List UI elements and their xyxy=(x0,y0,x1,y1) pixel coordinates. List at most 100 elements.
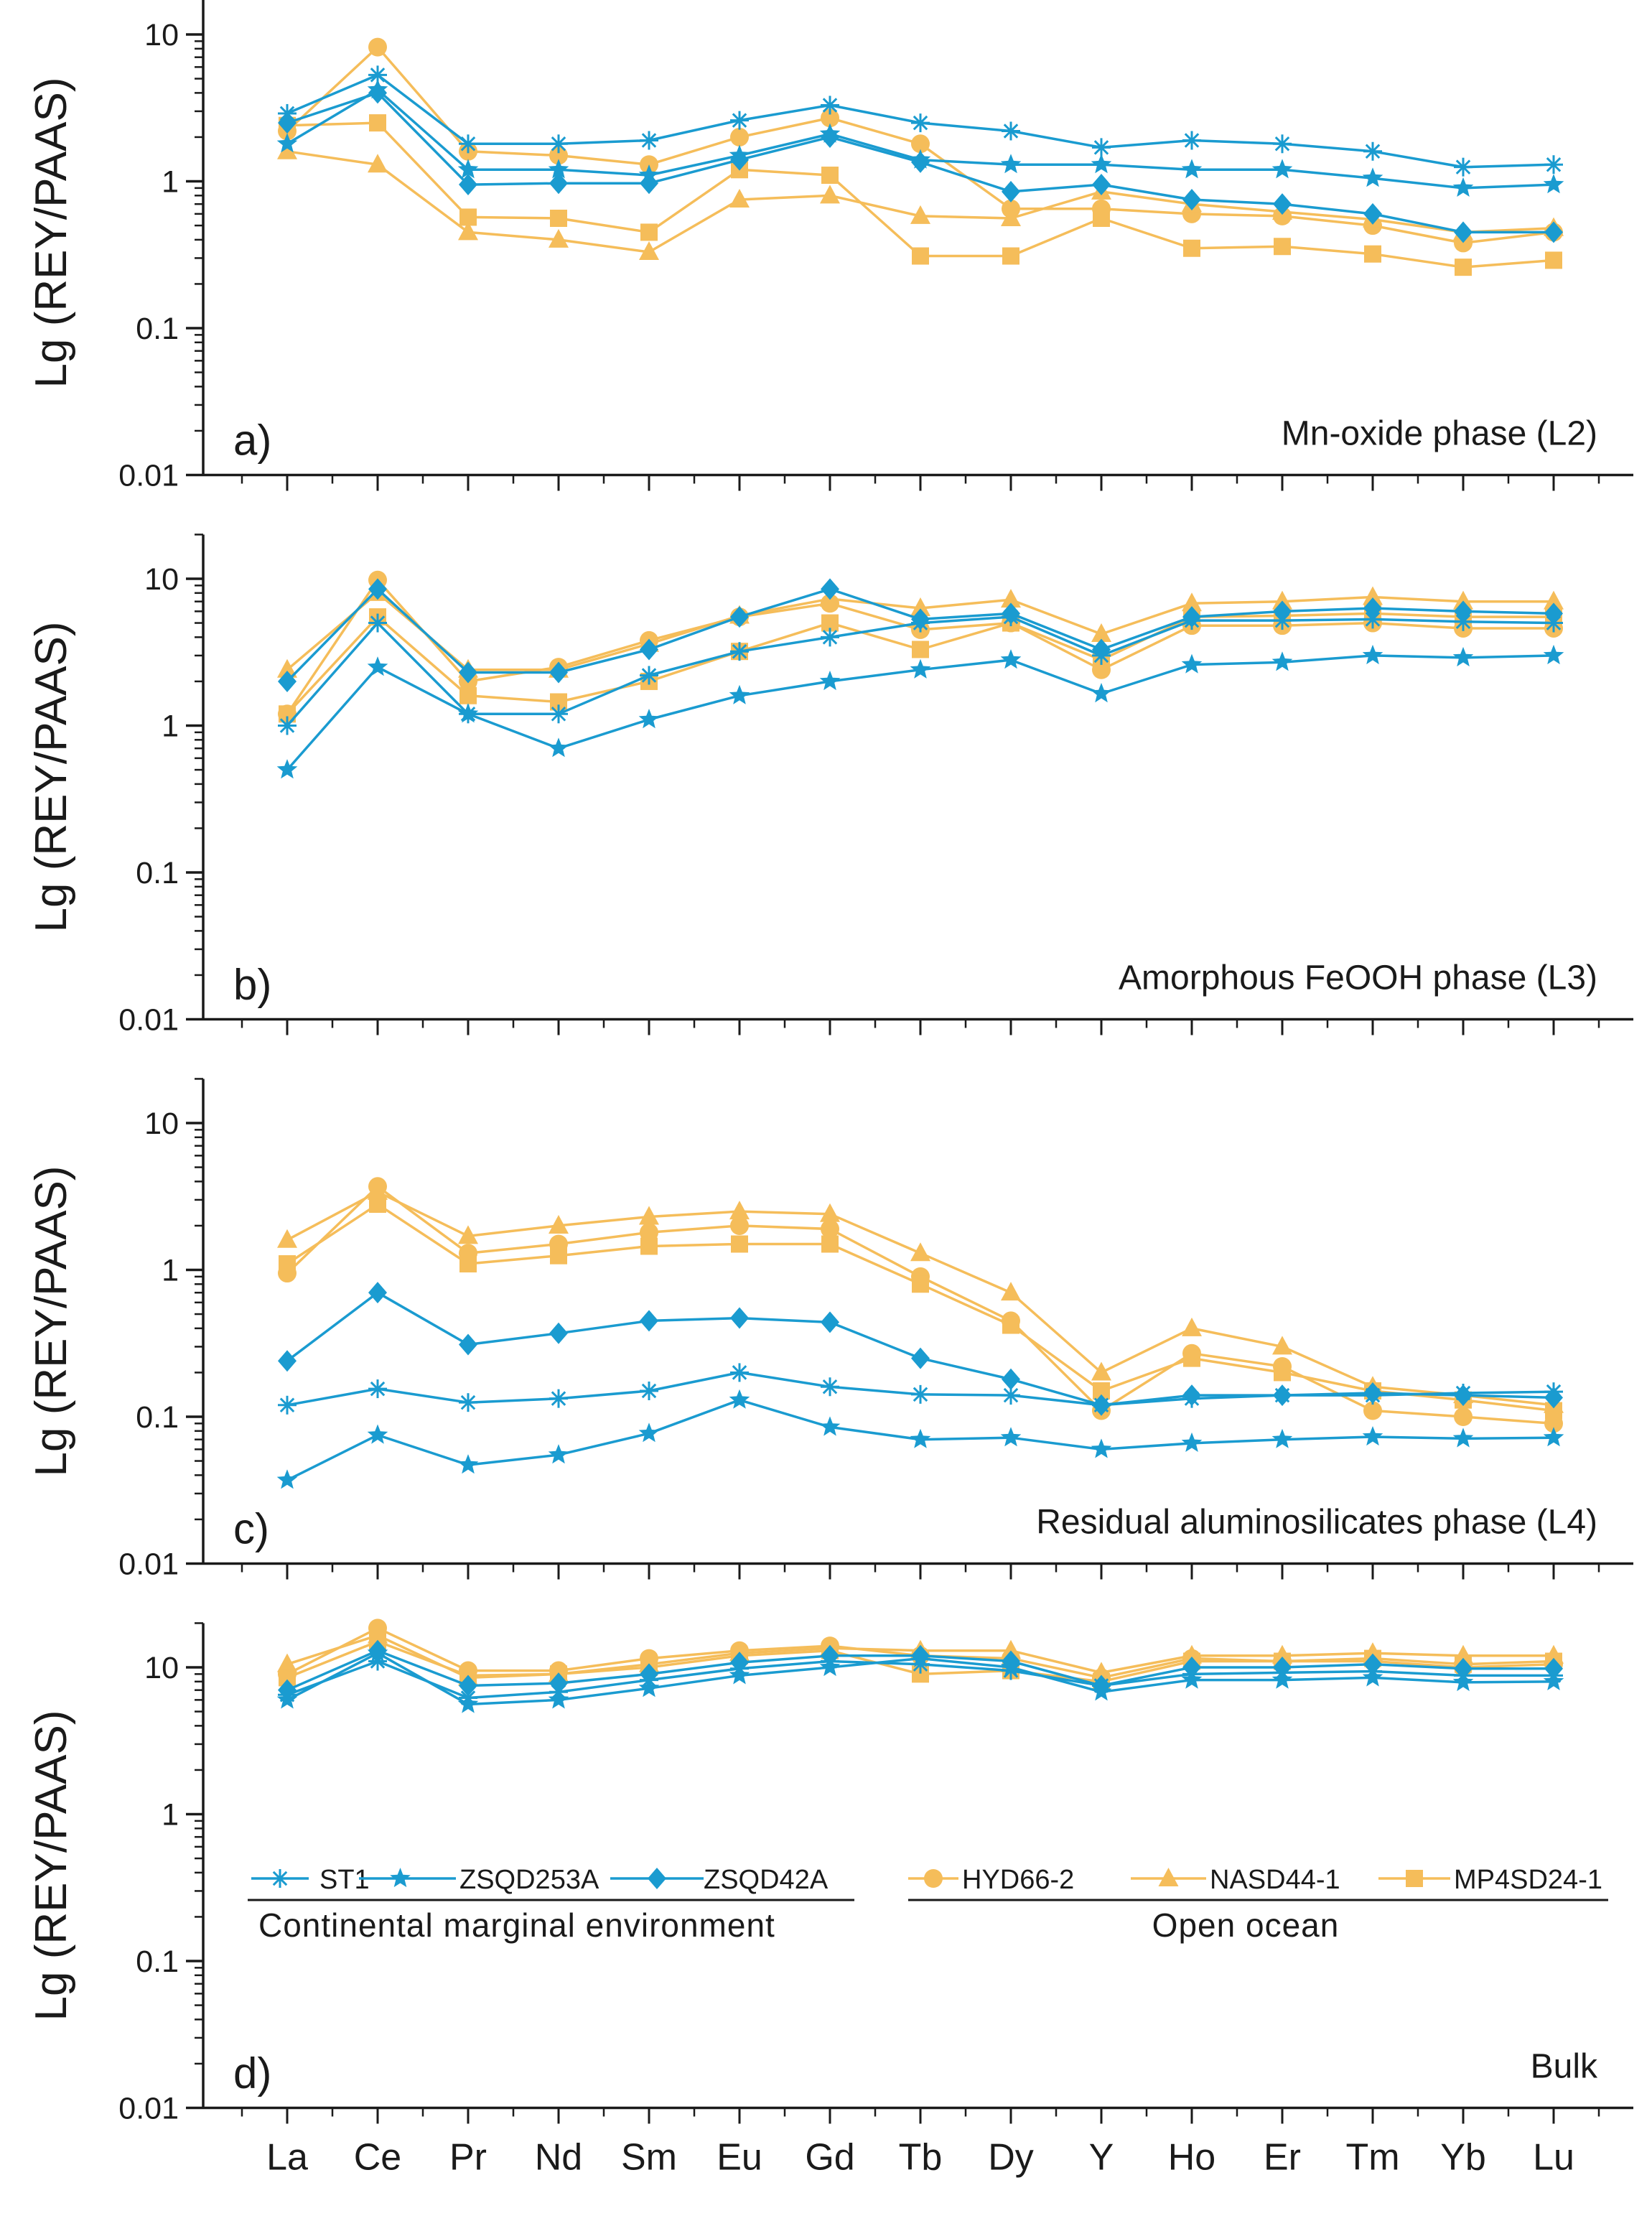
data-point xyxy=(368,613,387,633)
legend-label: MP4SD24-1 xyxy=(1454,1865,1602,1895)
data-point xyxy=(1000,649,1022,669)
data-point xyxy=(910,658,931,679)
data-point xyxy=(368,1180,388,1200)
data-point xyxy=(1001,207,1021,226)
data-point xyxy=(821,1644,839,1667)
data-point xyxy=(549,172,568,195)
data-point xyxy=(730,1216,749,1235)
data-point xyxy=(458,1225,478,1244)
y-tick-label: 10 xyxy=(144,1651,179,1685)
series-nasd44-1 xyxy=(277,1180,1564,1413)
y-tick-label: 0.01 xyxy=(118,1547,179,1582)
y-axis-label: Lg (REY/PAAS) xyxy=(27,1710,76,2021)
data-point xyxy=(1002,180,1020,202)
data-point xyxy=(1544,1657,1563,1680)
data-point xyxy=(821,1311,839,1333)
data-point xyxy=(1271,1669,1293,1689)
data-point xyxy=(278,1350,297,1372)
data-point xyxy=(1271,651,1293,671)
y-tick-label: 0.01 xyxy=(118,1003,179,1038)
legend-marker xyxy=(1158,1868,1179,1886)
data-point xyxy=(1000,1427,1022,1447)
data-point xyxy=(1091,623,1111,643)
y-tick-label: 0.1 xyxy=(136,312,179,346)
data-point xyxy=(1543,1427,1564,1447)
data-point xyxy=(1092,1675,1111,1697)
y-tick-label: 0.1 xyxy=(136,1400,179,1435)
legend-marker xyxy=(924,1869,943,1888)
data-point xyxy=(1092,174,1111,196)
data-point xyxy=(549,661,568,684)
data-point xyxy=(1002,1316,1019,1334)
data-point xyxy=(369,114,386,132)
data-point xyxy=(730,1307,749,1329)
data-point xyxy=(1002,1650,1020,1672)
x-tick-label-nd: Nd xyxy=(535,2137,582,2179)
data-point xyxy=(730,149,749,171)
data-point xyxy=(1271,159,1293,179)
data-point xyxy=(911,608,930,630)
data-point xyxy=(1454,600,1473,623)
data-point xyxy=(1452,646,1474,667)
legend-label: NASD44-1 xyxy=(1210,1865,1340,1895)
data-point xyxy=(549,1322,568,1344)
y-tick-label: 10 xyxy=(144,18,179,52)
data-point xyxy=(1093,209,1110,227)
data-point xyxy=(459,1255,477,1273)
data-point xyxy=(1002,1368,1020,1390)
phase-title: Bulk xyxy=(1531,2048,1598,2086)
data-point xyxy=(549,1672,568,1695)
data-point xyxy=(729,684,750,704)
y-axis-label: Lg (REY/PAAS) xyxy=(27,1165,76,1476)
legend-label: ZSQD42A xyxy=(704,1865,829,1895)
panel-c: 10 1 0.1 0.01 Lg (REY/PAAS) c) Residual alumin… xyxy=(27,1078,1633,1582)
data-point xyxy=(819,1416,841,1436)
data-point xyxy=(1273,1384,1292,1407)
data-point xyxy=(1181,1669,1203,1689)
legend-entry-mp4sd24-1: MP4SD24-1 xyxy=(1378,1865,1602,1895)
data-point xyxy=(730,127,749,146)
data-point xyxy=(821,1377,839,1397)
data-point xyxy=(457,1454,479,1474)
data-point xyxy=(1544,221,1563,243)
data-point xyxy=(1273,600,1292,623)
data-point xyxy=(549,228,569,248)
legend-entry-zsqd42a: ZSQD42A xyxy=(610,1865,829,1895)
data-point xyxy=(459,134,477,154)
legend-marker xyxy=(1406,1870,1423,1887)
y-tick-label: 1 xyxy=(162,1254,179,1288)
data-point xyxy=(731,1235,748,1253)
data-point xyxy=(1091,154,1112,174)
data-point xyxy=(368,82,387,104)
data-point xyxy=(821,108,839,128)
data-point xyxy=(911,1347,930,1369)
data-point xyxy=(640,666,658,685)
data-point xyxy=(549,134,568,154)
data-point xyxy=(1363,1382,1382,1405)
data-point xyxy=(1182,592,1202,612)
data-point xyxy=(277,140,297,159)
y-tick-label: 1 xyxy=(162,165,179,200)
data-point xyxy=(821,628,839,647)
x-tick-label-y: Y xyxy=(1089,2137,1114,2179)
data-point xyxy=(1002,247,1019,265)
legend-entry-hyd66-2: HYD66-2 xyxy=(908,1865,1074,1895)
data-point xyxy=(459,174,477,196)
data-point xyxy=(1364,245,1381,263)
data-point xyxy=(1362,644,1383,665)
data-point xyxy=(1454,1657,1473,1680)
data-point xyxy=(1091,683,1112,703)
phase-title: Amorphous FeOOH phase (L3) xyxy=(1119,959,1597,997)
data-point xyxy=(1454,1407,1473,1426)
data-point xyxy=(1452,177,1474,197)
series-zsqd253a xyxy=(276,1389,1564,1489)
data-point xyxy=(729,189,750,208)
data-point xyxy=(549,146,568,165)
data-point xyxy=(549,1389,568,1408)
panel-b: 10 1 0.1 0.01 Lg (REY/PAAS) b) Amorphous FeOOH… xyxy=(27,534,1633,1038)
data-point xyxy=(640,131,658,150)
data-point xyxy=(459,1675,477,1697)
x-tick-label-tb: Tb xyxy=(899,2137,943,2179)
panel-d: 10 1 0.1 0.01 Lg (REY/PAAS) d) Bulk xyxy=(27,1619,1633,2126)
data-point xyxy=(276,759,298,779)
